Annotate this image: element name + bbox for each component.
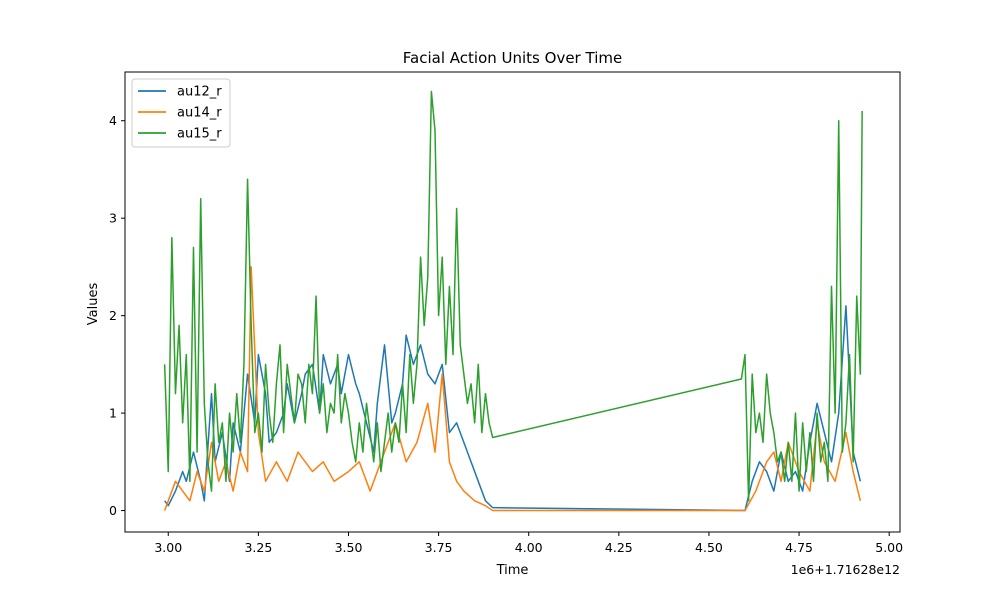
x-tick-label: 5.00	[875, 540, 903, 555]
legend-box	[131, 78, 231, 148]
y-tick-label: 4	[109, 113, 117, 128]
y-tick-label: 1	[109, 406, 117, 421]
y-axis: 0 1 2 3 4	[109, 113, 125, 518]
y-tick-label: 2	[109, 308, 117, 323]
legend-label-au14-r: au14_r	[177, 106, 222, 121]
x-axis-label: Time	[496, 563, 529, 578]
series-line-au14-r	[163, 266, 862, 512]
legend: au12_r au14_r au15_r	[131, 78, 231, 148]
y-tick-label: 0	[109, 503, 117, 518]
series-line-au15-r	[163, 90, 863, 502]
x-tick-label: 4.75	[785, 540, 813, 555]
x-tick-label: 3.25	[244, 540, 272, 555]
x-tick-label: 3.00	[154, 540, 182, 555]
x-tick-label: 4.00	[515, 540, 543, 555]
y-axis-label: Values	[86, 283, 101, 326]
chart-title: Facial Action Units Over Time	[403, 49, 622, 67]
x-tick-label: 4.50	[695, 540, 723, 555]
y-tick-label: 3	[109, 211, 117, 226]
x-tick-label: 3.75	[425, 540, 453, 555]
x-axis: 3.00 3.25 3.50 3.75 4.00 4.25 4.50 4.75 5.00	[154, 532, 903, 555]
x-tick-label: 4.25	[605, 540, 633, 555]
plot-area	[163, 90, 863, 512]
x-tick-label: 3.50	[335, 540, 363, 555]
legend-label-au15-r: au15_r	[177, 127, 222, 142]
plot-frame	[124, 71, 901, 533]
x-axis-offset-text: 1e6+1.71628e12	[791, 562, 900, 577]
legend-label-au12-r: au12_r	[177, 85, 222, 100]
